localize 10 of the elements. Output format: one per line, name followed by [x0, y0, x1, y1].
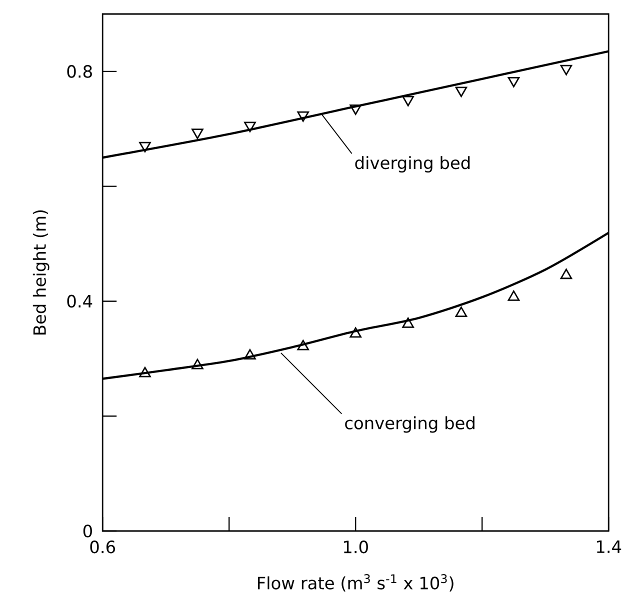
- y-tick-label: 0: [83, 524, 92, 538]
- x-tick-label: 1.0: [344, 540, 368, 554]
- y-tick-label: 0.8: [67, 65, 92, 78]
- x-tick-label: 0.6: [90, 540, 115, 554]
- annotation: converging bed: [345, 416, 474, 433]
- x-tick-label: 1.4: [596, 540, 622, 553]
- y-axis-title: Bed height (m): [32, 210, 50, 334]
- annotation: diverging bed: [355, 156, 470, 172]
- y-tick-label: 0.4: [67, 294, 92, 308]
- x-axis-title: Flow rate (m$^{3}$ s$^{-1}$ x 10$^{3}$): [258, 574, 454, 592]
